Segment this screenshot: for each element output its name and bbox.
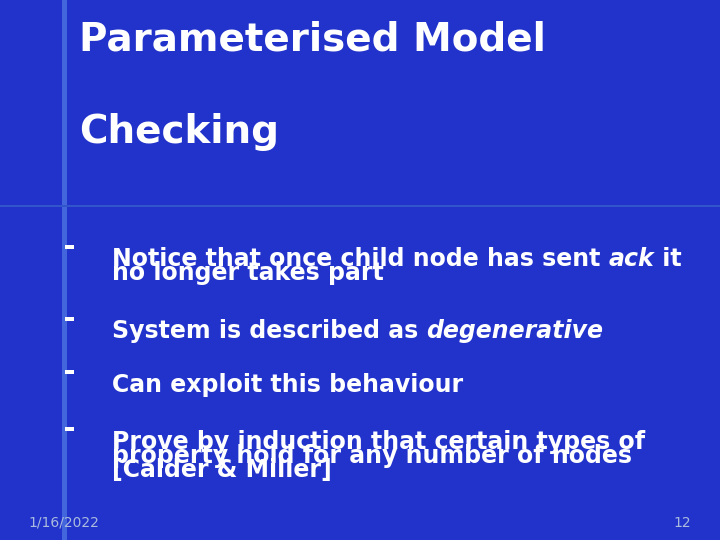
Text: System is described as: System is described as bbox=[112, 319, 426, 343]
Text: ack: ack bbox=[608, 247, 654, 271]
Text: Checking: Checking bbox=[79, 113, 279, 151]
Text: 12: 12 bbox=[674, 516, 691, 530]
Text: [Calder & Miller]: [Calder & Miller] bbox=[112, 458, 331, 482]
Text: Prove by induction that certain types of: Prove by induction that certain types of bbox=[112, 429, 644, 454]
Text: Parameterised Model: Parameterised Model bbox=[79, 21, 546, 58]
FancyBboxPatch shape bbox=[62, 199, 68, 540]
FancyBboxPatch shape bbox=[65, 316, 74, 321]
Text: Notice that once child node has sent: Notice that once child node has sent bbox=[112, 247, 608, 271]
FancyBboxPatch shape bbox=[65, 370, 74, 374]
Text: degenerative: degenerative bbox=[426, 319, 603, 343]
Text: Can exploit this behaviour: Can exploit this behaviour bbox=[112, 373, 463, 396]
FancyBboxPatch shape bbox=[0, 205, 720, 207]
Text: 1/16/2022: 1/16/2022 bbox=[29, 516, 99, 530]
Text: no longer takes part: no longer takes part bbox=[112, 261, 383, 285]
FancyBboxPatch shape bbox=[65, 427, 74, 431]
Text: property hold for any number of nodes: property hold for any number of nodes bbox=[112, 444, 631, 468]
FancyBboxPatch shape bbox=[65, 245, 74, 249]
Text: it: it bbox=[654, 247, 682, 271]
FancyBboxPatch shape bbox=[62, 0, 68, 215]
